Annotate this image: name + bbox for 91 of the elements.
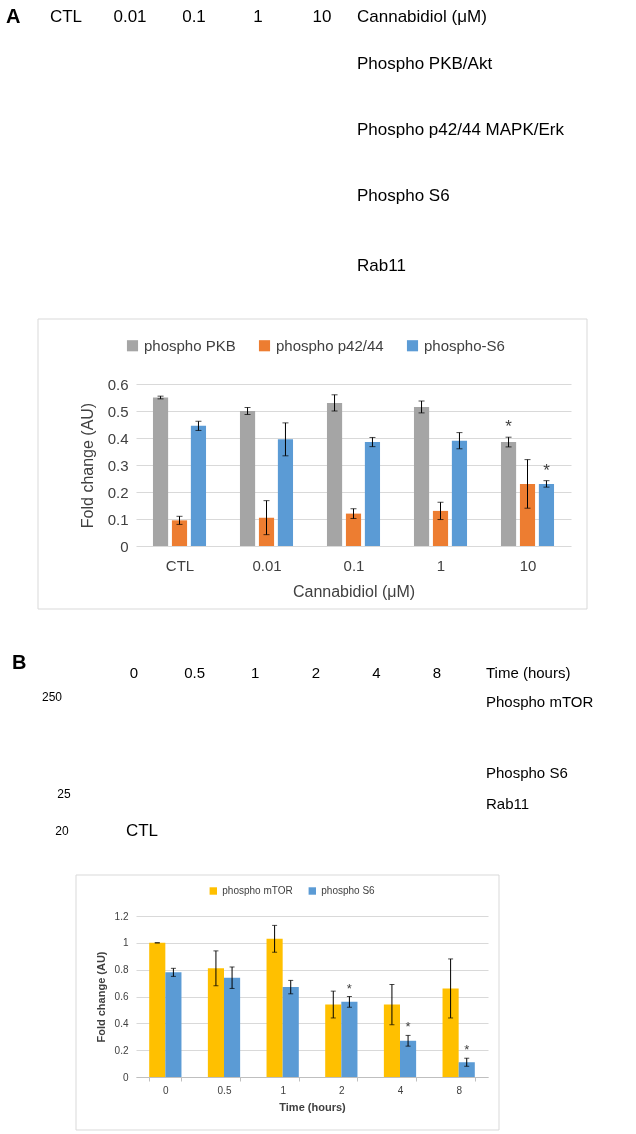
text: 250: [41, 690, 63, 704]
y-tick-label: 0.2: [107, 483, 129, 501]
bar: [413, 406, 430, 546]
y-tick-label: 0.3: [107, 456, 129, 474]
y-tick-label: 0.8: [114, 964, 129, 976]
y-tick-label: 0.2: [114, 1044, 129, 1056]
x-tick-label: 0.5: [217, 1084, 232, 1096]
text: A: [6, 5, 21, 27]
bar: [282, 987, 299, 1077]
bar: [266, 938, 283, 1077]
x-tick-label: 0.1: [343, 556, 365, 574]
text: B: [12, 651, 27, 673]
x-tick-label: 0.01: [252, 556, 282, 574]
text: Phospho PKB/Akt: [357, 54, 493, 73]
text: 20: [55, 824, 69, 838]
category-label: 8: [432, 664, 442, 681]
bar: [458, 1062, 475, 1077]
y-tick-label: 1.2: [114, 910, 129, 922]
bar: [451, 440, 468, 546]
category-label: CTL: [49, 7, 83, 26]
legend-label: phospho p42/44: [276, 336, 384, 354]
bar: [400, 1040, 417, 1077]
y-tick-label: 0: [120, 537, 129, 555]
bar: [190, 425, 207, 546]
y-tick-label: 0.4: [107, 429, 129, 447]
x-tick-label: 1: [436, 556, 446, 574]
x-tick-label: 0: [163, 1084, 170, 1096]
category-label: 10: [312, 7, 332, 26]
x-tick-label: 8: [456, 1084, 463, 1096]
category-label: 2: [311, 664, 320, 681]
category-label: 0.5: [184, 664, 206, 681]
bar: [149, 942, 166, 1077]
y-tick-label: 0.6: [114, 991, 129, 1002]
category-label: 1: [253, 7, 263, 26]
bar: [239, 411, 256, 546]
y-tick-label: 0.1: [107, 510, 129, 528]
bar: [165, 972, 182, 1077]
text: Rab11: [357, 256, 406, 275]
bar: [345, 513, 362, 546]
bar: [152, 397, 169, 546]
bar: [171, 520, 188, 546]
data-label: *: [405, 1019, 411, 1035]
x-tick-label: CTL: [165, 556, 195, 574]
x-axis-title: Cannabidiol (μM): [292, 582, 416, 600]
bar: [432, 510, 449, 546]
y-axis-title: Fold change (AU): [94, 951, 107, 1043]
text: Rab11: [486, 795, 530, 812]
text: CTL: [125, 821, 159, 840]
bar: [207, 968, 224, 1077]
text: 25: [57, 787, 71, 801]
x-tick-label: 1: [280, 1084, 287, 1096]
legend-label: phospho PKB: [144, 336, 236, 354]
data-label: *: [543, 460, 551, 480]
text: Phospho S6: [486, 764, 568, 781]
bar: [519, 483, 536, 546]
text: Cannabidiol (μM): [357, 7, 487, 26]
y-tick-label: 0.6: [107, 375, 129, 393]
bar: [538, 483, 555, 546]
bar: [383, 1004, 400, 1077]
category-label: 0.1: [182, 7, 206, 26]
x-tick-label: 4: [397, 1084, 404, 1096]
category-label: 1: [251, 664, 260, 681]
bar: [364, 442, 381, 546]
y-tick-label: 0: [122, 1071, 129, 1083]
y-axis-title: Fold change (AU): [78, 402, 96, 529]
x-tick-label: 2: [339, 1084, 346, 1096]
y-tick-label: 0.4: [114, 1017, 129, 1029]
bar: [325, 1004, 342, 1077]
data-label: *: [505, 417, 513, 437]
data-label: *: [464, 1042, 470, 1058]
text: Phospho mTOR: [486, 693, 594, 710]
category-label: 0.01: [113, 7, 147, 26]
bar: [500, 442, 517, 546]
bar: [341, 1001, 358, 1077]
text: Phospho S6: [357, 186, 450, 205]
bar: [258, 517, 275, 546]
x-axis-title: Time (hours): [279, 1100, 347, 1113]
legend-label: phospho mTOR: [222, 885, 293, 896]
bar: [326, 402, 343, 546]
legend-label: phospho S6: [321, 885, 376, 896]
text: Phospho p42/44 MAPK/Erk: [357, 120, 565, 139]
category-label: 4: [372, 664, 381, 681]
bar: [224, 977, 241, 1077]
y-tick-label: 1: [122, 937, 129, 949]
legend-label: phospho-S6: [424, 336, 505, 354]
bar: [442, 988, 459, 1077]
x-tick-label: 10: [519, 556, 537, 574]
bar: [277, 439, 294, 546]
text: Time (hours): [486, 664, 571, 681]
data-label: *: [346, 980, 352, 996]
y-tick-label: 0.5: [107, 402, 129, 420]
